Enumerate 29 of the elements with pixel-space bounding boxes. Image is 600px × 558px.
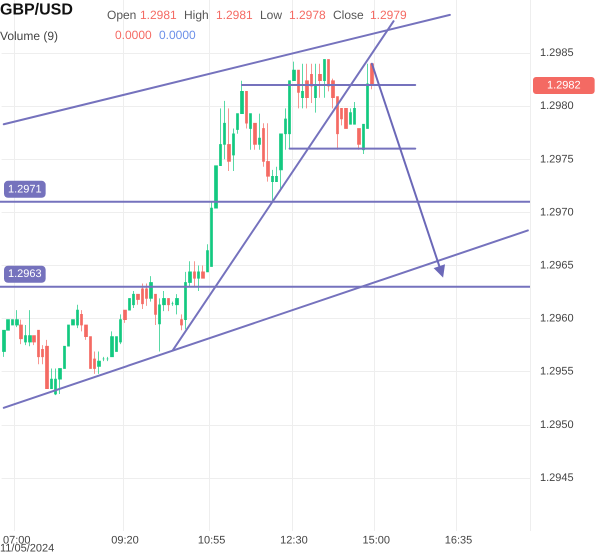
- y-tick-label: 1.2945: [540, 472, 574, 484]
- annotation: 1.2981: [140, 8, 178, 22]
- annotation: 1.2981: [216, 8, 254, 22]
- x-tick-label: 16:35: [444, 534, 472, 546]
- y-tick-label: 1.2950: [540, 418, 574, 431]
- y-tick-label: 1.2975: [540, 153, 574, 166]
- annotation: Close: [333, 8, 364, 22]
- x-tick-label: 10:55: [198, 534, 226, 546]
- x-tick-label: 12:30: [280, 534, 308, 546]
- y-tick-label: 1.2965: [540, 260, 574, 272]
- text: 1.2982: [547, 80, 581, 92]
- annotation: Volume (9): [0, 29, 58, 43]
- chart-title: GBP/USD: [0, 2, 73, 18]
- y-tick-label: 1.2980: [540, 100, 574, 112]
- y-tick-label: 1.2960: [540, 312, 574, 325]
- annotation: Low: [260, 8, 282, 22]
- annotation: High: [184, 8, 209, 22]
- x-tick-label: 09:20: [111, 534, 139, 546]
- y-tick-label: 1.2970: [540, 206, 574, 218]
- annotation: Open: [107, 8, 136, 22]
- y-tick-label: 1.2985: [540, 47, 574, 60]
- annotation: 1.2979: [370, 8, 408, 22]
- ref-line-label: 1.2963: [8, 268, 42, 280]
- annotation: 0.0000: [115, 28, 152, 42]
- annotation: 0.0000: [159, 28, 196, 42]
- ref-line-label: 1.2971: [8, 183, 42, 196]
- annotation: 1.2978: [289, 8, 326, 22]
- x-tick-label: 15:00: [362, 534, 390, 546]
- y-tick-label: 1.2955: [540, 366, 574, 378]
